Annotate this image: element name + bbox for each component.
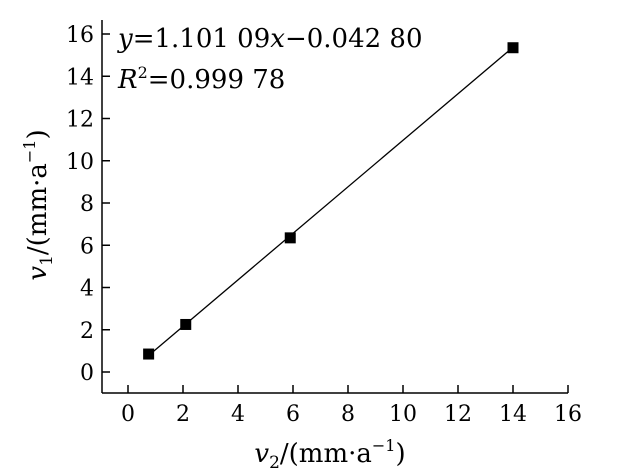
- fit-line: [148, 46, 514, 356]
- plot-frame: [101, 20, 568, 394]
- y-tick-label: 8: [80, 192, 94, 217]
- x-tick-label: 8: [341, 402, 355, 427]
- y-ticks: 0 2 4 6 8 10 12 14 16: [66, 23, 110, 386]
- x-tick-label: 16: [554, 402, 582, 427]
- data-point: [284, 232, 296, 244]
- x-tick-label: 12: [444, 402, 472, 427]
- x-tick-label: 0: [121, 402, 135, 427]
- x-tick-label: 10: [389, 402, 417, 427]
- r-squared-annotation: R2=0.999 78: [117, 63, 285, 95]
- y-tick-label: 0: [80, 361, 94, 386]
- x-tick-label: 4: [231, 402, 245, 427]
- x-axis-title: v2/(mm·a−1): [254, 436, 405, 473]
- data-point: [143, 348, 155, 360]
- data-point: [180, 318, 192, 330]
- equation-annotation: y=1.101 09x−0.042 80: [117, 24, 423, 54]
- y-tick-label: 4: [80, 277, 94, 302]
- x-ticks: 0 2 4 6 8 10 12 14 16: [121, 385, 582, 427]
- y-tick-label: 2: [80, 319, 94, 344]
- x-tick-label: 6: [286, 402, 300, 427]
- data-point: [507, 42, 519, 54]
- data-points: [143, 42, 519, 360]
- y-tick-label: 10: [66, 150, 94, 175]
- y-tick-label: 16: [66, 23, 94, 48]
- y-tick-label: 6: [80, 234, 94, 259]
- y-tick-label: 12: [66, 108, 94, 133]
- y-axis-title: v1/(mm·a−1): [20, 129, 57, 280]
- y-tick-label: 14: [66, 65, 94, 90]
- x-tick-label: 2: [176, 402, 190, 427]
- x-tick-label: 14: [499, 402, 527, 427]
